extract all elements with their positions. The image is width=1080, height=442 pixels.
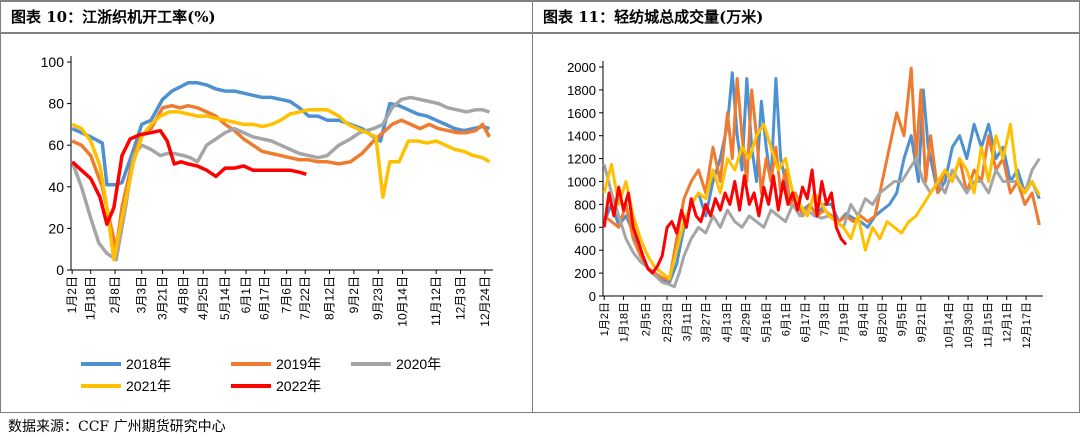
x-tick-label: 4月8日	[176, 276, 190, 313]
x-tick-label: 7月3日	[819, 302, 831, 336]
x-tick-label: 6月17日	[800, 302, 812, 342]
x-tick-label: 12月17日	[1021, 302, 1033, 348]
y-tick-label: 20	[48, 220, 64, 236]
y-tick-label: 0	[56, 262, 64, 278]
x-tick-label: 4月25日	[196, 276, 210, 320]
series-line-2022年	[602, 168, 848, 275]
x-tick-label: 3月3日	[135, 276, 149, 313]
x-tick-label: 9月21日	[916, 302, 928, 342]
figure-panel-left: 图表 10：江浙织机开工率(%) 0 20 40 60 80 100 1月2日 1月18日 2月…	[0, 0, 533, 412]
y-tick-label: 1400	[567, 129, 596, 144]
line-chart-trade-volume: 0 200 400 600 800 1000 1200 1400 1600 1800 2000 1月2…	[567, 60, 1043, 348]
series-line-2018年	[602, 71, 1041, 284]
x-tick-label: 2月5日	[640, 302, 652, 336]
series-line-2020年	[70, 95, 491, 262]
x-tick-label: 3月27日	[701, 302, 713, 342]
x-tick-label: 4月13日	[721, 302, 733, 342]
x-tick-label: 12月1日	[1002, 302, 1014, 342]
series-line-2019年	[71, 103, 492, 251]
x-tick-label: 7月22日	[298, 276, 312, 320]
series-line-2021年	[602, 122, 1041, 281]
x-tick-label: 3月11日	[681, 302, 693, 342]
x-tick-label: 8月20日	[877, 302, 889, 342]
y-tick-label: 200	[574, 266, 596, 281]
y-tick-label: 400	[574, 243, 596, 258]
x-tick-label: 3月21日	[156, 276, 170, 320]
x-tick-label: 12月24日	[478, 276, 492, 327]
source-note: 数据来源：CCF 广州期货研究中心	[0, 412, 1080, 442]
y-tick-label: 800	[574, 197, 596, 212]
x-tick-label: 1月18日	[619, 302, 631, 342]
x-tick-label: 5月14日	[218, 276, 232, 320]
y-tick-label: 60	[48, 137, 64, 153]
figure-panel-right: 图表 11：轻纺城总成交量(万米) 0 200 400 600 800 1000 1200 1…	[533, 0, 1080, 412]
x-tick-label: 11月12日	[429, 276, 443, 326]
x-tick-label: 4月29日	[741, 302, 753, 342]
y-tick-label: 600	[574, 220, 596, 235]
y-tick-label: 2000	[567, 60, 596, 75]
y-tick-label: 1000	[567, 175, 596, 190]
x-tick-label: 9月5日	[897, 302, 909, 336]
x-tick-label: 7月19日	[839, 302, 851, 342]
x-tick-label: 5月16日	[761, 302, 773, 342]
x-tick-label: 1月2日	[65, 276, 79, 313]
x-tick-label: 2月23日	[662, 302, 674, 342]
x-tick-label: 1月2日	[599, 302, 611, 336]
x-tick-label: 12月3日	[454, 276, 468, 320]
x-tick-label: 10月30日	[963, 302, 975, 348]
y-tick-label: 1800	[567, 83, 596, 98]
y-tick-label: 80	[48, 96, 64, 112]
y-tick-label: 1600	[567, 106, 596, 121]
x-tick-label: 6月1日	[239, 276, 253, 313]
x-tick-label: 6月1日	[781, 302, 793, 336]
y-tick-label: 0	[589, 289, 596, 304]
x-tick-label: 8月12日	[323, 276, 337, 320]
legend-label-2022年: 2022年	[276, 378, 321, 394]
x-tick-label: 8月4日	[858, 302, 870, 336]
x-tick-label: 11月15日	[982, 302, 994, 348]
series-line-2022年	[71, 128, 307, 226]
x-tick-label: 9月2日	[347, 276, 361, 313]
legend-label-2021年: 2021年	[126, 378, 171, 394]
x-tick-label: 10月14日	[944, 302, 956, 348]
y-tick-label: 100	[41, 54, 65, 70]
y-tick-label: 40	[48, 179, 64, 195]
x-tick-label: 9月23日	[371, 276, 385, 320]
legend-label-2018年: 2018年	[126, 356, 171, 372]
legend-label-2019年: 2019年	[276, 356, 321, 372]
x-tick-label: 1月18日	[84, 276, 98, 320]
chart-title-right: 图表 11：轻纺城总成交量(万米)	[533, 0, 1079, 34]
x-tick-label: 2月8日	[108, 276, 122, 313]
series-line-2021年	[71, 108, 491, 262]
line-chart-loom-rate: 0 20 40 60 80 100 1月2日 1月18日 2月8日 3月3日 3月21日 4月8日 4月…	[41, 54, 493, 394]
chart-title-left: 图表 10：江浙织机开工率(%)	[1, 0, 532, 34]
y-tick-label: 1200	[567, 152, 596, 167]
series-line-2019年	[603, 66, 1041, 282]
x-tick-label: 7月6日	[280, 276, 294, 313]
legend-label-2020年: 2020年	[396, 356, 441, 372]
series-line-2020年	[602, 157, 1041, 289]
x-tick-label: 6月17日	[258, 276, 272, 320]
x-tick-label: 10月14日	[396, 276, 410, 327]
